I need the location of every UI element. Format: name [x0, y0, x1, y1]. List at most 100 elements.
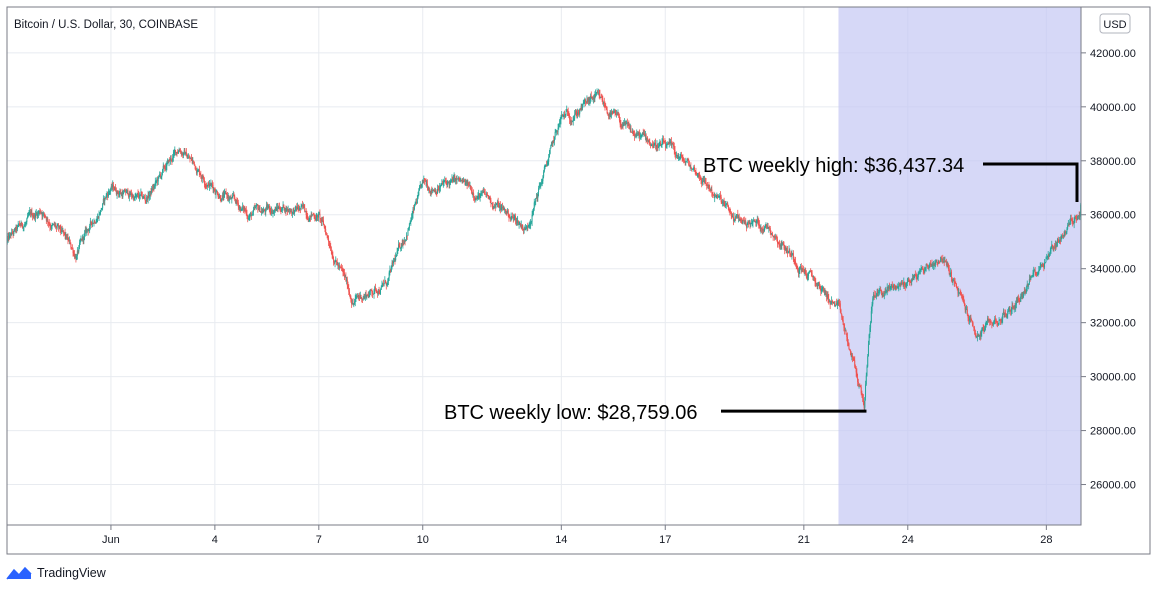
candle-body	[1026, 288, 1028, 292]
candle-body	[1073, 220, 1075, 224]
candle	[409, 220, 411, 225]
candle-body	[251, 215, 253, 217]
candle-body	[594, 95, 596, 99]
candle	[977, 333, 979, 337]
candle-body	[748, 221, 750, 224]
candle-body	[235, 200, 237, 203]
candle	[966, 306, 968, 317]
candle	[463, 178, 465, 182]
candle	[167, 159, 169, 164]
candle	[786, 247, 788, 254]
candle-body	[620, 124, 622, 126]
candle-body	[839, 303, 841, 311]
candle	[463, 177, 465, 183]
candle-body	[27, 214, 29, 216]
candle	[634, 133, 636, 139]
candle	[418, 184, 420, 191]
candle	[343, 268, 345, 277]
candle-body	[41, 212, 43, 216]
candle	[7, 232, 9, 244]
candle	[103, 197, 105, 206]
candle	[266, 202, 268, 210]
candle-body	[646, 137, 648, 139]
candle-body	[902, 284, 904, 286]
candle-body	[287, 209, 289, 211]
candle	[352, 298, 354, 306]
candle-body	[569, 119, 571, 122]
candle-body	[974, 327, 976, 331]
candle-body	[908, 278, 910, 282]
candle	[739, 218, 741, 222]
candle	[1070, 214, 1072, 225]
candle	[333, 260, 335, 265]
candle-body	[554, 131, 556, 137]
candle-body	[335, 260, 337, 262]
candle-body	[136, 193, 138, 195]
candle	[514, 214, 516, 221]
candle	[672, 141, 674, 145]
candle-body	[1072, 221, 1074, 223]
candle-body	[1041, 264, 1043, 267]
candle-body	[263, 209, 265, 211]
candle	[852, 353, 854, 363]
candle-body	[283, 204, 285, 208]
candle	[490, 197, 492, 208]
candle-body	[225, 191, 227, 195]
candle	[778, 241, 780, 248]
candle	[1004, 312, 1006, 318]
candle-body	[337, 265, 339, 266]
candle	[400, 247, 402, 252]
candle-body	[771, 233, 773, 235]
candle-body	[385, 282, 387, 286]
candle-body	[483, 191, 485, 193]
candle	[302, 200, 304, 210]
candle	[610, 108, 612, 119]
candle	[555, 129, 557, 133]
candle	[522, 228, 524, 235]
candle	[604, 101, 606, 111]
candle-body	[1049, 253, 1051, 256]
candle-body	[42, 214, 44, 216]
candle	[660, 140, 662, 147]
candle	[590, 93, 592, 104]
candle-body	[378, 290, 380, 293]
candle	[572, 120, 574, 123]
candle-body	[805, 273, 807, 278]
candle	[827, 291, 829, 303]
currency-badge[interactable]: USD	[1099, 13, 1131, 34]
candle	[372, 293, 374, 295]
currency-label: USD	[1103, 19, 1126, 31]
candle	[795, 262, 797, 270]
candle	[1053, 245, 1055, 252]
candle-body	[97, 216, 99, 219]
candle	[1040, 262, 1042, 269]
candle	[29, 208, 31, 218]
candle	[30, 209, 32, 218]
candle	[906, 282, 908, 289]
candle	[942, 254, 944, 264]
candle	[345, 272, 347, 282]
candle-body	[204, 183, 206, 186]
candle-body	[610, 112, 612, 115]
candle-body	[929, 262, 931, 267]
candle	[278, 205, 280, 210]
candle	[846, 333, 848, 342]
candle-body	[1022, 295, 1024, 297]
candle-body	[644, 133, 646, 136]
candle-body	[832, 301, 834, 303]
candle	[66, 233, 68, 240]
candle-body	[9, 233, 11, 236]
candle-body	[529, 224, 531, 226]
candle	[815, 282, 817, 287]
candle-body	[525, 227, 527, 229]
candle	[460, 177, 462, 183]
candle-body	[849, 349, 851, 351]
candle	[535, 197, 537, 206]
tradingview-brand[interactable]: TradingView	[6, 562, 106, 584]
candle-body	[720, 196, 722, 202]
candle	[441, 179, 443, 186]
candle-body	[59, 225, 61, 229]
candle	[279, 206, 281, 212]
candle	[407, 227, 409, 236]
